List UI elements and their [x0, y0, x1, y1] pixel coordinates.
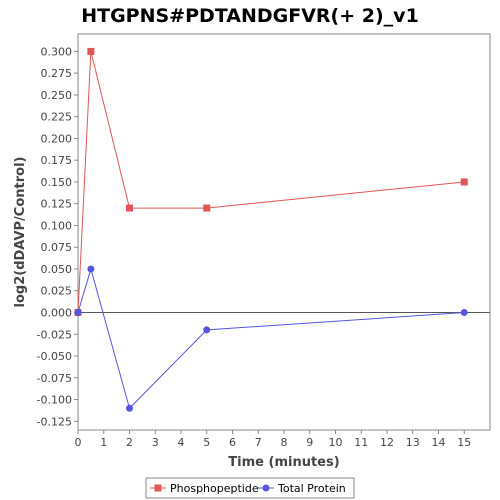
y-tick-label: 0.025 [41, 285, 73, 298]
x-tick-label: 10 [329, 436, 343, 449]
series-2 [74, 265, 468, 412]
y-tick-label: 0.250 [41, 89, 73, 102]
legend-marker [154, 484, 162, 492]
y-tick-label: 0.000 [41, 307, 73, 320]
legend-label: Phosphopeptide [170, 482, 259, 495]
legend-box [145, 477, 355, 499]
y-tick-label: -0.075 [37, 372, 72, 385]
plot-area [77, 33, 491, 431]
x-tick-label: 15 [457, 436, 471, 449]
data-point [460, 178, 468, 186]
y-tick-label: -0.025 [37, 328, 72, 341]
legend-label: Total Protein [277, 482, 346, 495]
legend-marker [262, 484, 270, 492]
y-tick-label: -0.125 [37, 415, 72, 428]
y-tick-label: 0.050 [41, 263, 73, 276]
x-tick-label: 1 [100, 436, 107, 449]
series-group [74, 47, 468, 412]
x-tick-label: 13 [406, 436, 420, 449]
data-point [460, 309, 468, 317]
y-tick-label: -0.050 [37, 350, 72, 363]
x-tick-label: 9 [306, 436, 313, 449]
x-tick-label: 14 [432, 436, 446, 449]
data-point [126, 404, 133, 412]
data-point [74, 309, 82, 317]
y-tick-label: 0.075 [41, 241, 73, 254]
data-point [87, 47, 95, 55]
data-point [203, 326, 211, 334]
x-axis: 0 1 2 3 4 5 6 7 8 9 10 11 12 13 14 15 [75, 430, 471, 449]
x-tick-label: 11 [354, 436, 368, 449]
legend: Phosphopeptide Total Protein [145, 477, 355, 499]
x-tick-label: 12 [380, 436, 394, 449]
x-tick-label: 5 [203, 436, 210, 449]
y-axis-label: log2(dDAVP/Control) [13, 157, 28, 308]
y-tick-label: 0.225 [41, 111, 73, 124]
x-tick-label: 3 [152, 436, 159, 449]
legend-item-2: Total Protein [258, 482, 346, 495]
y-tick-label: 0.150 [41, 176, 73, 189]
y-tick-label: 0.175 [41, 154, 73, 167]
x-tick-label: 8 [281, 436, 288, 449]
x-tick-label: 2 [126, 436, 133, 449]
x-tick-label: 4 [178, 436, 185, 449]
y-axis: -0.125 -0.100 -0.075 -0.050 -0.025 0.000 0.025… [37, 45, 78, 428]
y-tick-label: 0.125 [41, 198, 73, 211]
chart-title: HTGPNS#PDTANDGFVR(+ 2)_v1 [81, 5, 419, 27]
x-axis-label: Time (minutes) [228, 455, 339, 470]
x-tick-label: 0 [75, 436, 82, 449]
data-point [126, 204, 133, 212]
y-tick-label: -0.100 [37, 394, 72, 407]
y-tick-label: 0.275 [41, 67, 73, 80]
data-point [87, 265, 95, 273]
y-tick-label: 0.300 [41, 45, 73, 58]
y-tick-label: 0.100 [41, 219, 73, 232]
data-point [203, 204, 211, 212]
legend-item-1: Phosphopeptide [150, 482, 259, 495]
y-tick-label: 0.200 [41, 132, 73, 145]
x-tick-label: 7 [255, 436, 262, 449]
x-tick-label: 6 [229, 436, 236, 449]
